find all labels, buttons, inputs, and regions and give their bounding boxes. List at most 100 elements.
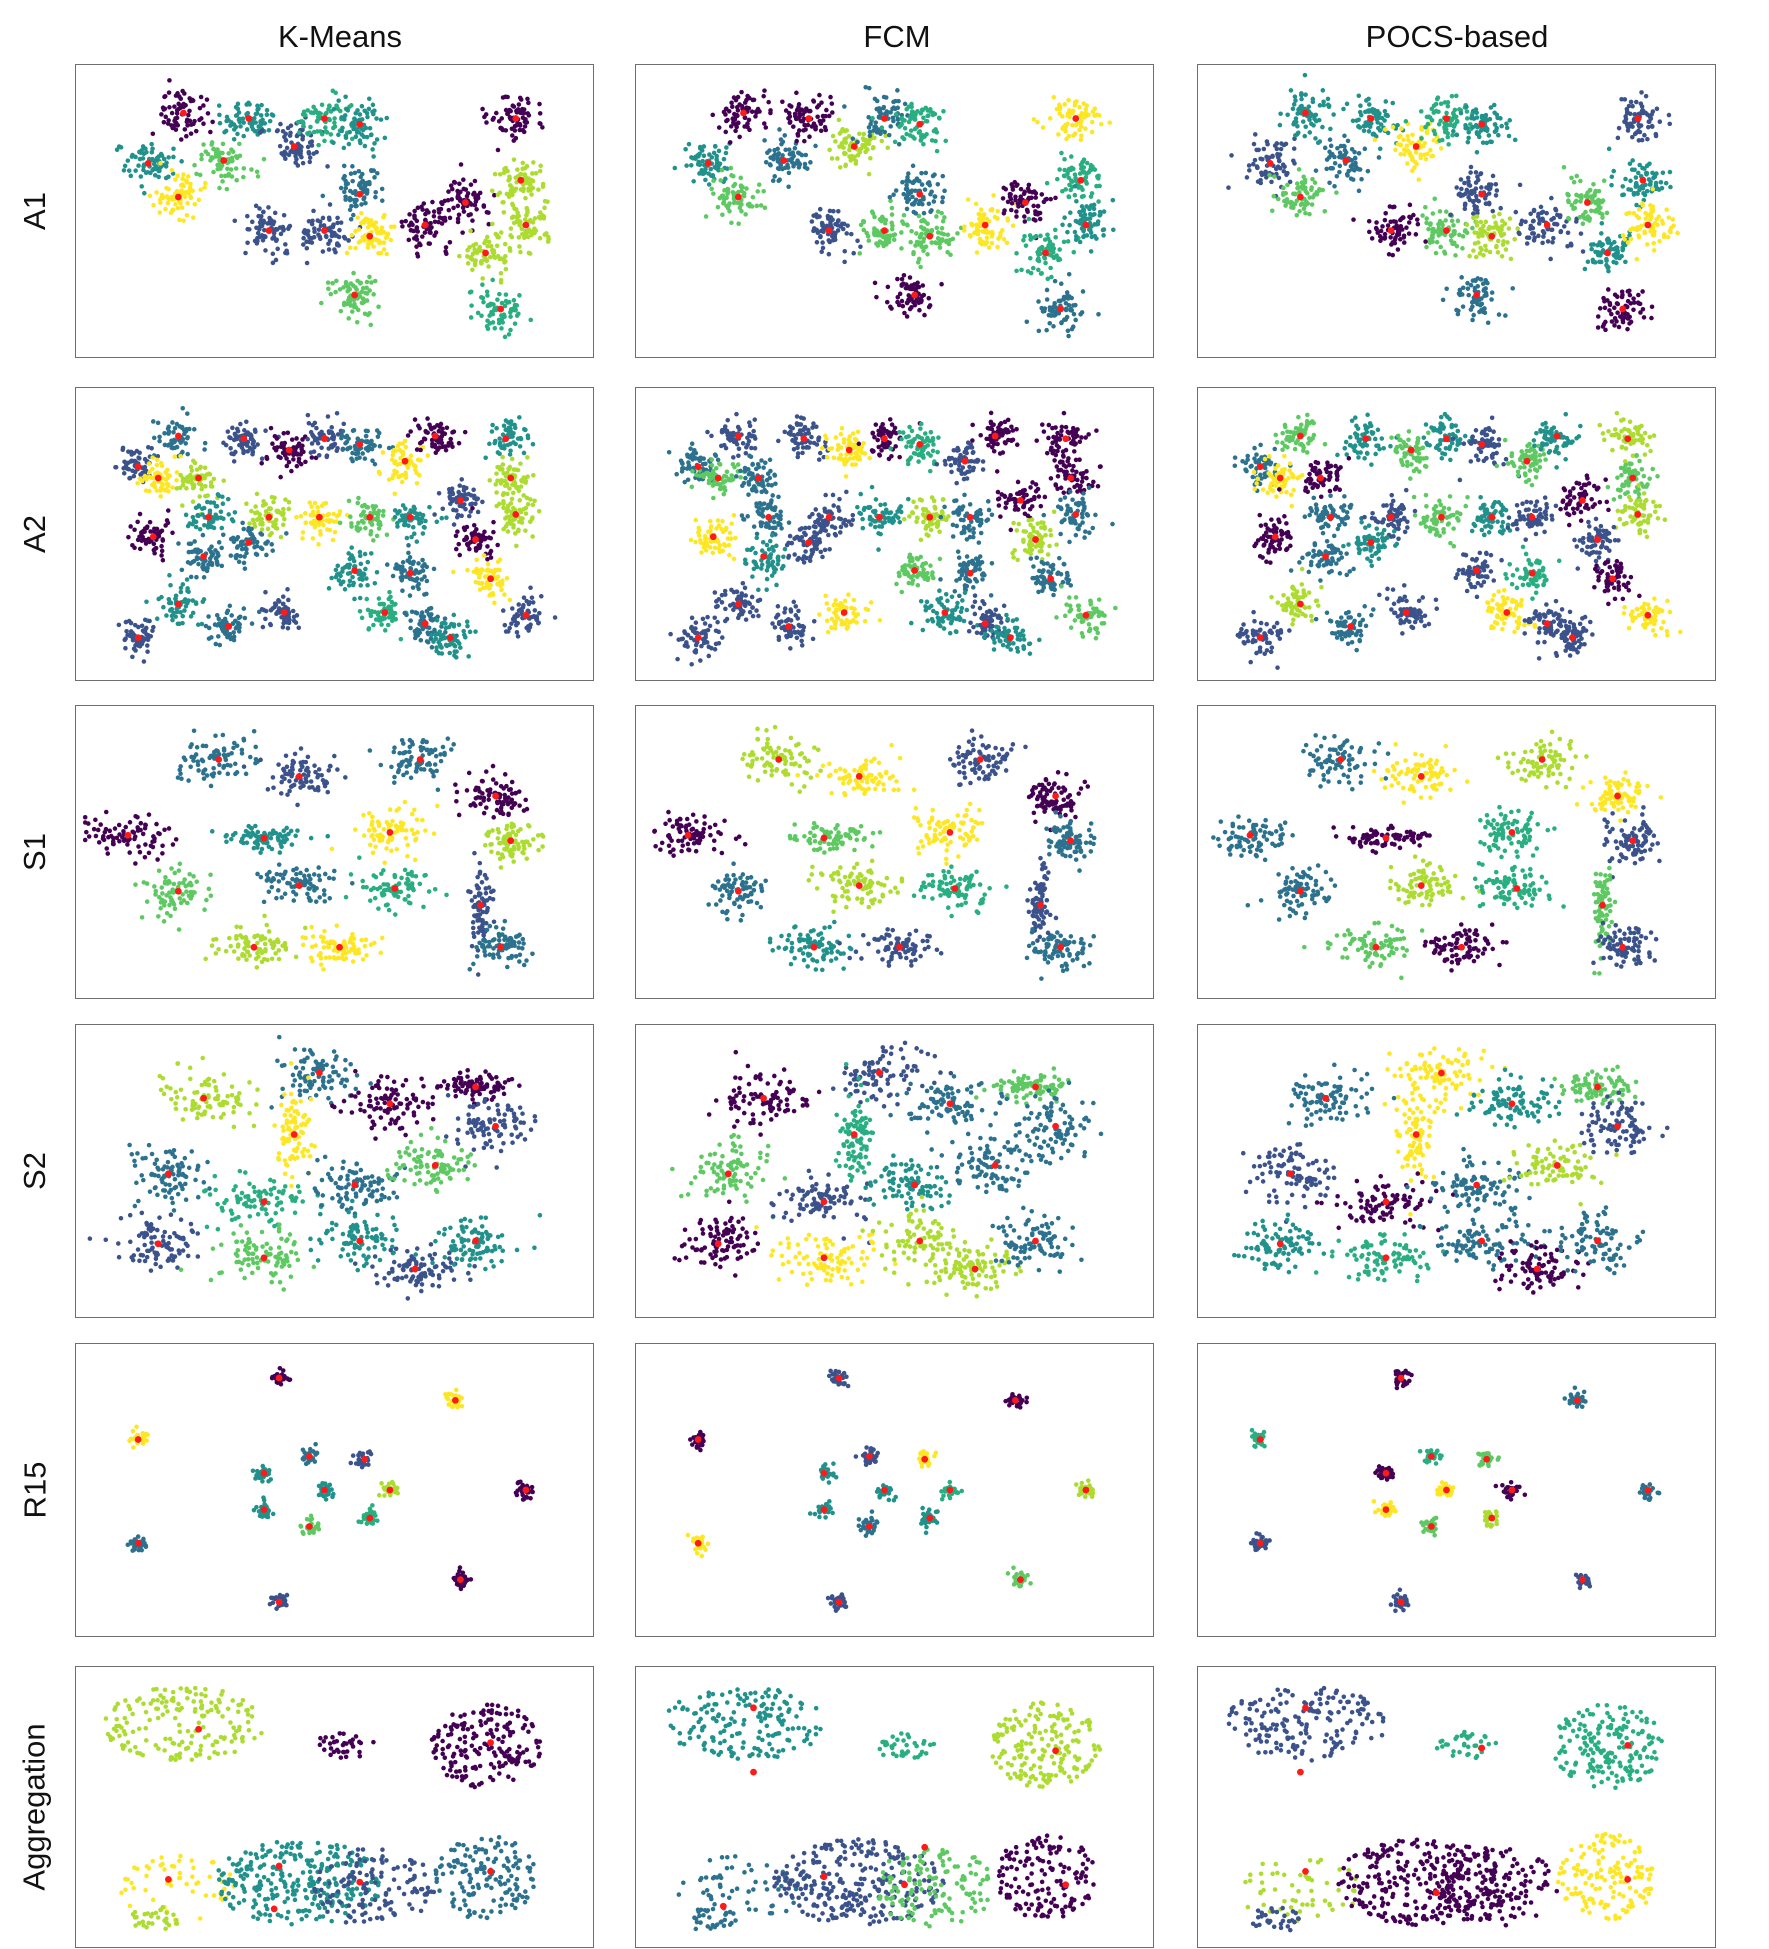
data-point [490,117,496,122]
scatter-plot [672,84,1116,339]
data-point [1627,161,1633,167]
data-point [728,124,734,129]
data-point [460,230,465,235]
data-point [226,151,232,156]
data-point [927,303,933,308]
data-point [1650,170,1655,176]
data-point [1471,312,1476,318]
data-point [916,256,922,262]
data-point [1074,121,1080,126]
data-point [1073,234,1079,239]
data-point [375,434,381,440]
data-point [399,479,405,485]
data-point [202,465,208,471]
data-point [1643,182,1648,188]
data-point [1670,217,1676,222]
data-point [868,155,873,161]
data-point [1465,175,1471,181]
data-point [1269,179,1274,185]
data-point [1479,185,1484,190]
data-point [225,173,231,178]
data-point [761,93,766,99]
data-point [1464,104,1469,110]
cluster-centroid [1082,221,1090,229]
data-point [1426,114,1432,120]
data-point [1553,207,1559,213]
data-point [260,238,266,243]
data-point [350,164,355,169]
data-point [1643,93,1649,99]
cluster-centroid [1342,157,1350,164]
data-point [233,154,239,159]
data-point [376,238,381,243]
data-point [490,221,495,227]
data-point [836,209,841,214]
data-point [708,166,714,172]
data-point [472,247,477,252]
data-point [160,475,165,481]
data-point [683,146,688,152]
data-point [1469,299,1475,305]
data-point [190,499,196,505]
data-point [475,193,480,199]
data-point [304,239,309,244]
data-point [888,110,893,115]
data-point [1044,287,1050,293]
data-point [1252,157,1258,163]
data-point [1088,203,1094,208]
data-point [508,327,513,333]
data-point [1053,227,1058,233]
data-point [1643,110,1648,116]
data-point [307,159,313,165]
data-point [370,102,376,108]
data-point [485,293,490,298]
data-point [461,209,467,214]
data-point [356,168,362,174]
cluster-centroid [144,160,152,167]
data-point [166,196,171,202]
data-point [342,173,347,179]
data-point [1097,213,1102,218]
data-point [1061,239,1067,245]
data-point [159,112,164,117]
data-point [1008,192,1013,197]
data-point [304,260,310,266]
data-point [354,456,360,461]
data-point [229,174,235,179]
data-point [518,435,523,441]
data-point [1589,246,1594,252]
data-point [336,132,341,138]
data-point [457,253,462,259]
data-point [841,221,847,227]
data-point [1070,179,1075,184]
data-point [264,108,270,113]
data-point [1574,192,1579,198]
data-point [723,129,729,135]
data-point [989,207,995,213]
data-point [369,167,374,173]
data-point [309,455,315,460]
data-point [363,200,368,206]
cluster-centroid [911,291,919,299]
data-point [520,166,525,172]
data-point [120,447,126,453]
data-point [1620,192,1625,198]
data-point [786,147,792,152]
data-point [1451,223,1456,228]
data-point [728,165,734,171]
data-point [173,177,178,182]
data-point [363,433,369,439]
data-point [370,458,375,463]
data-point [1493,181,1499,187]
data-point [917,307,922,313]
data-point [293,160,298,165]
column-title-kmeans: K-Means [80,12,600,62]
data-point [794,138,799,144]
data-point [1089,129,1095,135]
data-point [1565,243,1570,249]
data-point [455,219,461,225]
data-point [315,441,321,446]
data-point [709,186,714,192]
data-point [1299,96,1304,102]
data-point [739,209,744,214]
